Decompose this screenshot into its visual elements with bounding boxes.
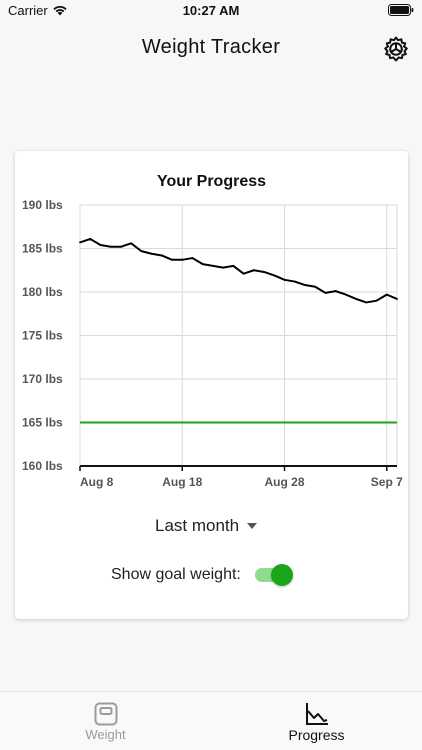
weight-data-point <box>99 244 102 246</box>
weight-data-point <box>89 238 92 240</box>
weight-data-point <box>324 291 327 294</box>
settings-button[interactable] <box>382 35 410 63</box>
weight-data-point <box>242 272 245 275</box>
range-dropdown[interactable]: Last month <box>155 515 258 537</box>
weight-data-point <box>283 278 286 281</box>
carrier-label: Carrier <box>8 3 48 18</box>
tab-progress[interactable]: Progress <box>211 692 422 750</box>
card-title: Your Progress <box>156 173 267 190</box>
page-title: Weight Tracker <box>141 36 281 58</box>
progress-card: Your Progress 160 lbs 165 lbs 170 lbs 175 l… <box>15 151 408 619</box>
y-tick-label: 175 lbs <box>22 329 63 343</box>
weight-data-point <box>232 265 235 267</box>
weight-data-point <box>252 269 255 272</box>
weight-data-point <box>263 271 265 273</box>
y-tick-label: 170 lbs <box>22 372 63 386</box>
weight-data-point <box>344 293 347 296</box>
y-tick-label: 185 lbs <box>22 242 63 256</box>
x-tick-label: Aug 28 <box>265 475 305 489</box>
dropdown-caret-icon <box>247 523 258 529</box>
tab-weight-label: Weight <box>85 727 126 742</box>
weight-chart: 160 lbs 165 lbs 170 lbs 175 lbs 180 lbs 185 l… <box>22 198 403 489</box>
weight-data-point <box>201 263 204 266</box>
weight-data-point <box>130 242 133 245</box>
weight-data-point <box>385 293 388 296</box>
weight-data-point <box>140 250 143 253</box>
tab-bar: Weight Progress <box>0 691 422 750</box>
weight-data-point <box>120 245 122 248</box>
y-tick-label: 160 lbs <box>22 459 63 473</box>
status-time: 10:27 AM <box>182 3 240 18</box>
weight-data-point <box>304 284 306 286</box>
tab-progress-label: Progress <box>288 727 345 743</box>
goal-weight-toggle[interactable] <box>254 564 293 586</box>
scale-icon <box>94 702 118 726</box>
x-tick-label: Aug 18 <box>162 475 202 489</box>
weight-data-point <box>160 254 163 257</box>
weight-data-point <box>109 245 112 248</box>
wifi-icon <box>53 5 67 16</box>
status-bar: Carrier 10:27 AM <box>0 0 422 22</box>
range-dropdown-label: Last month <box>155 516 240 535</box>
goal-weight-label: Show goal weight: <box>111 566 241 583</box>
weight-data-point <box>314 285 317 288</box>
weight-data-point <box>222 266 225 269</box>
weight-data-point <box>293 280 296 283</box>
weight-data-point <box>365 301 368 304</box>
weight-data-point <box>191 257 194 259</box>
weight-data-point <box>181 258 184 261</box>
weight-data-point <box>273 274 276 277</box>
goal-weight-row: Show goal weight: <box>111 563 293 587</box>
weight-data-point <box>334 290 337 293</box>
gear-icon <box>384 36 408 62</box>
weight-line <box>79 237 398 304</box>
weight-data-point <box>375 299 378 302</box>
weight-data-point <box>212 265 214 267</box>
x-tick-label: Aug 8 <box>80 475 114 489</box>
x-tick-label: Sep 7 <box>371 475 403 489</box>
battery-icon <box>388 4 414 16</box>
tab-weight[interactable]: Weight <box>0 692 211 750</box>
toggle-knob <box>270 564 293 586</box>
y-tick-label: 180 lbs <box>22 285 63 299</box>
weight-data-point <box>355 298 357 300</box>
y-tick-label: 165 lbs <box>22 416 63 430</box>
weight-data-point <box>171 258 173 261</box>
weight-data-point <box>396 298 398 300</box>
line-chart-icon <box>306 703 328 725</box>
weight-data-point <box>79 241 81 244</box>
y-tick-label: 190 lbs <box>22 198 63 212</box>
weight-data-point <box>150 252 153 255</box>
